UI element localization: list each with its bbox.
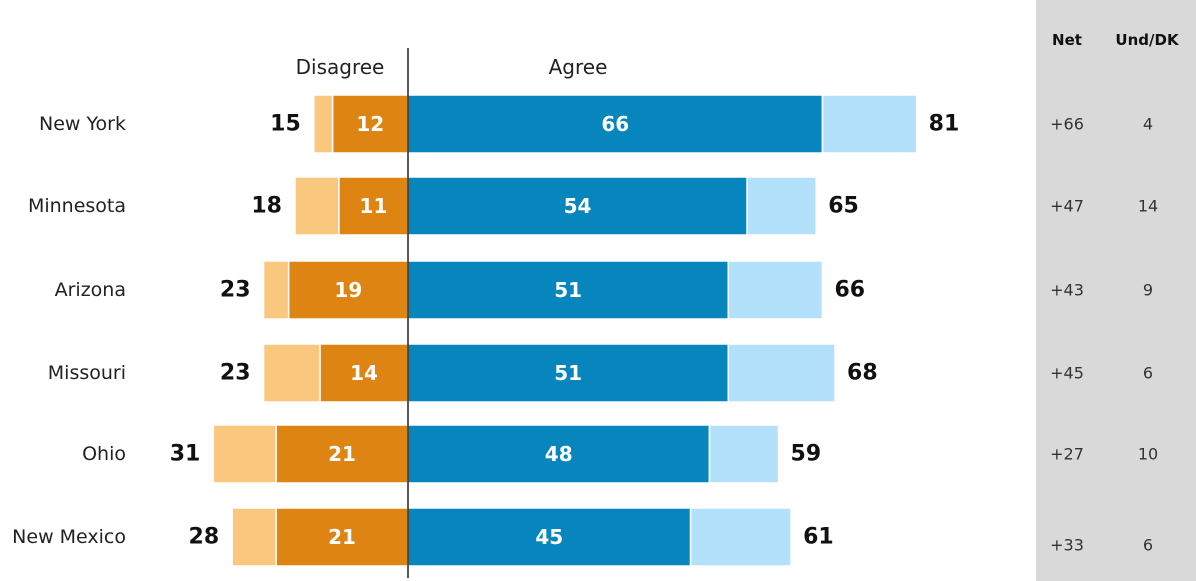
bar-disagree-somewhat (313, 94, 334, 154)
net-value: +27 (1050, 445, 1084, 464)
bar-disagree-strong (338, 176, 409, 236)
label-disagree-strong: 11 (360, 194, 388, 218)
bar-disagree-somewhat (294, 176, 340, 236)
column-header-und: Und/DK (1115, 31, 1180, 49)
bar-agree-strong (407, 94, 824, 154)
column-header-net: Net (1052, 31, 1082, 49)
label-disagree-total: 15 (270, 112, 301, 137)
bar-disagree-strong (275, 424, 409, 484)
label-agree-total: 81 (929, 112, 960, 137)
bar-disagree-strong (331, 94, 409, 154)
category-label: Minnesota (28, 195, 126, 217)
bar-agree-strong (407, 424, 711, 484)
bar-agree-somewhat (727, 260, 824, 320)
label-disagree-total: 18 (251, 194, 282, 219)
category-label: New York (39, 113, 126, 135)
bar-agree-somewhat (689, 507, 792, 567)
label-agree-total: 65 (828, 194, 859, 219)
bar-disagree-strong (287, 260, 409, 320)
bar-agree-somewhat (821, 94, 918, 154)
und-dk-value: 6 (1143, 536, 1153, 555)
label-disagree-strong: 19 (334, 278, 362, 302)
label-disagree-total: 23 (220, 278, 251, 303)
label-agree-strong: 45 (535, 525, 563, 549)
bar-disagree-somewhat (231, 507, 277, 567)
net-value: +47 (1050, 197, 1084, 216)
bar-agree-somewhat (727, 343, 836, 403)
label-agree-strong: 51 (554, 278, 582, 302)
bar-agree-strong (407, 260, 730, 320)
label-agree-strong: 48 (545, 442, 573, 466)
net-value: +43 (1050, 281, 1084, 300)
bar-agree-strong (407, 507, 692, 567)
net-value: +66 (1050, 115, 1084, 134)
bar-disagree-strong (275, 507, 409, 567)
label-agree-total: 59 (791, 442, 822, 467)
label-agree-total: 66 (834, 278, 865, 303)
category-label: Ohio (82, 443, 126, 465)
bar-disagree-somewhat (212, 424, 277, 484)
category-label: Missouri (48, 362, 126, 384)
label-agree-total: 61 (803, 525, 834, 550)
label-agree-strong: 51 (554, 361, 582, 385)
label-disagree-strong: 12 (356, 112, 384, 136)
header-agree: Agree (549, 55, 608, 79)
und-dk-value: 14 (1138, 197, 1158, 216)
net-value: +45 (1050, 364, 1084, 383)
und-dk-value: 6 (1143, 364, 1153, 383)
und-dk-value: 10 (1138, 445, 1158, 464)
label-disagree-total: 31 (170, 442, 201, 467)
und-dk-value: 9 (1143, 281, 1153, 300)
category-label: Arizona (55, 279, 126, 301)
label-disagree-strong: 14 (350, 361, 378, 385)
und-dk-value: 4 (1143, 115, 1153, 134)
bar-agree-somewhat (746, 176, 817, 236)
label-agree-strong: 54 (564, 194, 592, 218)
net-und-panel (1036, 0, 1196, 581)
bar-agree-somewhat (708, 424, 780, 484)
header-disagree: Disagree (296, 55, 385, 79)
bar-agree-strong (407, 176, 748, 236)
label-disagree-strong: 21 (328, 442, 356, 466)
label-disagree-total: 23 (220, 361, 251, 386)
net-value: +33 (1050, 536, 1084, 555)
bar-disagree-somewhat (262, 260, 290, 320)
bar-disagree-somewhat (262, 343, 321, 403)
category-label: New Mexico (12, 526, 126, 548)
label-disagree-strong: 21 (328, 525, 356, 549)
label-disagree-total: 28 (189, 525, 220, 550)
label-agree-total: 68 (847, 361, 878, 386)
label-agree-strong: 66 (601, 112, 629, 136)
